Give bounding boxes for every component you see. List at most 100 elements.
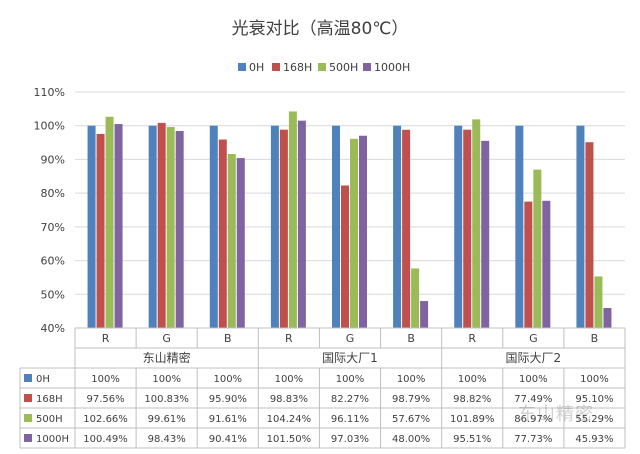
bar-1000H-4 [359, 135, 367, 328]
data-label: 57.67% [392, 414, 430, 425]
x-tick-label: G [346, 332, 355, 345]
x-tick-label: B [407, 332, 415, 345]
data-label: 96.11% [331, 414, 369, 425]
y-tick-label: 100% [34, 120, 65, 133]
bar-1000H-2 [236, 158, 245, 328]
bar-168H-0 [96, 133, 105, 328]
bar-500H-5 [411, 268, 420, 328]
table-swatch-1000H [24, 434, 32, 442]
x-tick-label: R [102, 332, 110, 345]
y-tick-label: 90% [41, 153, 65, 166]
data-label: 100% [152, 374, 181, 385]
data-label: 104.24% [267, 414, 312, 425]
bar-500H-3 [288, 111, 297, 328]
x-tick-label: G [529, 332, 538, 345]
data-label: 102.66% [83, 414, 128, 425]
bar-1000H-0 [114, 124, 123, 328]
bar-168H-4 [341, 185, 349, 328]
data-label: 45.93% [575, 434, 613, 445]
data-label: 101.50% [267, 434, 312, 445]
bar-0H-3 [270, 125, 279, 328]
data-label: 100% [213, 374, 242, 385]
data-label: 98.82% [453, 394, 491, 405]
table-swatch-500H [24, 414, 32, 422]
data-label: 97.56% [86, 394, 124, 405]
bar-168H-1 [157, 122, 166, 328]
bar-168H-8 [585, 142, 594, 328]
data-label: 101.89% [450, 414, 495, 425]
data-label: 97.03% [331, 434, 369, 445]
table-series-label: 500H [36, 414, 63, 425]
data-label: 98.83% [270, 394, 308, 405]
bar-0H-0 [87, 125, 96, 328]
data-label: 95.51% [453, 434, 491, 445]
data-label: 82.27% [331, 394, 369, 405]
table-series-label: 168H [36, 394, 63, 405]
y-tick-label: 80% [41, 187, 65, 200]
bar-1000H-5 [420, 301, 429, 328]
data-label: 98.43% [148, 434, 186, 445]
x-tick-label: B [224, 332, 232, 345]
data-label: 100% [580, 374, 609, 385]
legend-swatch-0H [238, 63, 246, 71]
bar-1000H-3 [297, 120, 306, 329]
bar-0H-2 [209, 125, 218, 328]
data-label: 100.49% [83, 434, 128, 445]
data-label: 98.79% [392, 394, 430, 405]
x-tick-label: B [591, 332, 599, 345]
data-label: 100% [519, 374, 548, 385]
table-swatch-168H [24, 394, 32, 402]
data-label: 48.00% [392, 434, 430, 445]
bar-168H-6 [463, 129, 472, 328]
x-tick-label: R [468, 332, 476, 345]
bar-0H-5 [393, 125, 402, 328]
y-tick-label: 50% [41, 288, 65, 301]
data-label: 100% [336, 374, 365, 385]
data-label: 86.97% [514, 414, 552, 425]
y-tick-label: 110% [34, 86, 65, 99]
bar-0H-7 [515, 125, 524, 328]
group-label: 国际大厂1 [322, 351, 378, 365]
group-label: 东山精密 [143, 350, 191, 365]
bar-168H-3 [279, 129, 288, 328]
data-label: 77.49% [514, 394, 552, 405]
x-tick-label: G [162, 332, 171, 345]
x-tick-label: R [285, 332, 293, 345]
legend-swatch-1000H [363, 63, 371, 71]
bar-1000H-6 [481, 140, 490, 328]
bar-500H-7 [533, 169, 542, 328]
data-label: 90.41% [209, 434, 247, 445]
data-label: 55.29% [575, 414, 613, 425]
bar-500H-2 [227, 154, 236, 328]
bar-0H-8 [576, 125, 585, 328]
data-label: 100% [91, 374, 120, 385]
bar-0H-6 [454, 125, 463, 328]
bar-500H-4 [350, 138, 358, 328]
legend-label-500H: 500H [329, 61, 358, 74]
data-label: 95.90% [209, 394, 247, 405]
bar-1000H-1 [175, 131, 184, 328]
bar-500H-0 [105, 116, 114, 329]
table-series-label: 0H [36, 374, 50, 385]
bar-1000H-8 [603, 308, 612, 328]
data-label: 77.73% [514, 434, 552, 445]
bar-500H-8 [594, 276, 603, 328]
data-label: 95.10% [575, 394, 613, 405]
legend-label-1000H: 1000H [374, 61, 410, 74]
table-series-label: 1000H [36, 434, 69, 445]
table-swatch-0H [24, 374, 32, 382]
legend-swatch-168H [272, 63, 280, 71]
data-label: 100.83% [144, 394, 189, 405]
chart-title: 光衰对比（高温80℃） [232, 19, 409, 39]
bar-168H-5 [402, 129, 411, 328]
y-tick-label: 70% [41, 221, 65, 234]
data-label: 100% [458, 374, 487, 385]
bar-1000H-7 [542, 200, 551, 328]
watermark: 东山精密 [518, 404, 594, 425]
bar-168H-7 [524, 201, 533, 328]
legend-label-168H: 168H [283, 61, 312, 74]
y-tick-label: 60% [41, 255, 65, 268]
bar-0H-1 [148, 125, 157, 328]
